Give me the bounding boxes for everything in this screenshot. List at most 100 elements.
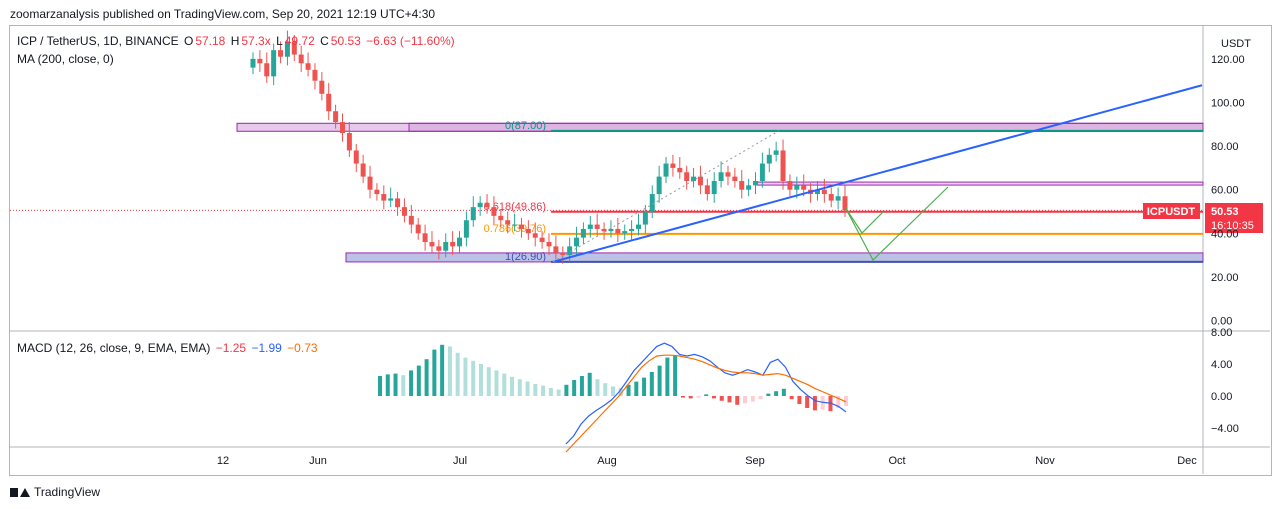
candle-body [408,215,414,225]
macd-hist-bar [385,374,390,396]
footer[interactable]: TradingView [10,485,100,499]
candle-body [333,111,339,123]
candle-body [739,180,745,190]
candle-body [264,63,270,77]
macd-legend[interactable]: MACD (12, 26, close, 9, EMA, EMA) −1.25 … [17,341,320,355]
candle-body [759,163,765,181]
candle-body [326,93,332,112]
candle-body [635,224,641,229]
macd-hist-bar [502,373,507,396]
macd-hist-bar [409,370,414,396]
macd-hist-bar [611,386,615,396]
macd-hist-bar [378,376,382,396]
candle-body [257,58,263,64]
candle-body [567,246,573,256]
candle-body [498,215,504,221]
candle-body [291,41,297,55]
macd-hist-bar [440,344,445,396]
candle-body [794,185,800,190]
macd-hist-bar [393,373,398,396]
macd-hist-bar [665,357,670,396]
price-axis-currency: USDT [1221,38,1251,50]
macd-hist-bar [548,388,553,396]
macd-hist-bar [812,396,817,411]
candle-body [491,207,497,216]
candle-body [518,224,524,229]
candle-body [271,50,277,77]
candle-body [381,194,387,201]
macd-hist-bar [634,381,639,396]
macd-hist-bar [595,379,600,396]
candle-body [801,185,807,190]
price-tick-label: 100.00 [1211,98,1245,110]
macd-hist-bar [416,365,421,396]
macd-hist-bar [463,357,468,396]
candle-body [546,242,552,247]
candle-body [353,150,359,164]
candle-body [450,242,456,247]
macd-hist-bar [735,396,740,405]
candle-body [773,150,779,155]
projection-path-1 [844,206,884,234]
macd-hist-bar [455,352,460,396]
macd-hist-bar [781,388,786,396]
candle-body [388,198,394,201]
macd-hist-bar [525,381,530,396]
macd-hist-bar [711,396,716,399]
ohlc-o-value: 57.18 [195,34,226,48]
candle-body [608,228,614,232]
macd-line [565,342,847,445]
ma-legend[interactable]: MA (200, close, 0) [17,52,114,66]
candle-body [298,54,304,64]
candle-body [691,176,697,181]
candle-body [278,50,284,57]
price-tick-label: 0.00 [1211,316,1232,328]
candle-body [656,176,662,195]
macd-hist-bar [447,346,452,396]
publisher-line: zoomarzanalysis published on TradingView… [10,7,436,21]
candle-body [828,194,834,201]
candle-body [553,246,559,253]
footer-brand: TradingView [34,485,101,499]
candle-body [615,228,621,234]
fib-level-label: 1(26.90) [505,251,546,263]
ohlc-h-value: 57.3x [241,34,271,48]
macd-hist-bar [774,391,779,396]
macd-hist-bar [789,396,794,400]
candle-body [415,224,421,234]
chart-frame[interactable] [9,25,1272,476]
candle-body [250,58,256,68]
macd-hist-bar [572,380,577,396]
macd-hist-bar [618,388,623,396]
macd-hist-bar [673,356,678,396]
candle-body [835,196,841,201]
trend-line [552,84,1203,263]
signal-line [565,354,847,453]
candle-body [284,41,290,57]
candle-body [339,122,345,134]
ohlc-h-label: H [230,34,240,48]
candle-body [525,228,531,234]
macd-hist-bar [844,396,848,406]
price-tick-label: 80.00 [1211,141,1239,153]
candle-body [718,172,724,181]
ohlc-l-value: 49.72 [284,34,315,48]
macd-hist-bar [657,365,662,396]
macd-line-value: −1.99 [251,341,282,355]
symbol-name: ICP / TetherUS, 1D, BINANCE [17,34,179,48]
time-tick-label: Oct [888,455,905,467]
candle-body [711,180,717,195]
macd-hist-bar [797,396,802,404]
macd-hist-bar [603,383,608,396]
price-tick-label: 40.00 [1211,228,1239,240]
macd-hist-bar [587,372,592,396]
candle-body [732,176,738,181]
macd-hist-bar [478,364,483,396]
candle-body [512,224,518,226]
macd-hist-bar [758,396,763,400]
price-tick-label: 60.00 [1211,185,1239,197]
candle-body [470,207,476,221]
symbol-legend[interactable]: ICP / TetherUS, 1D, BINANCE O 57.18 H 57.3… [17,34,457,48]
candle-body [395,198,401,208]
